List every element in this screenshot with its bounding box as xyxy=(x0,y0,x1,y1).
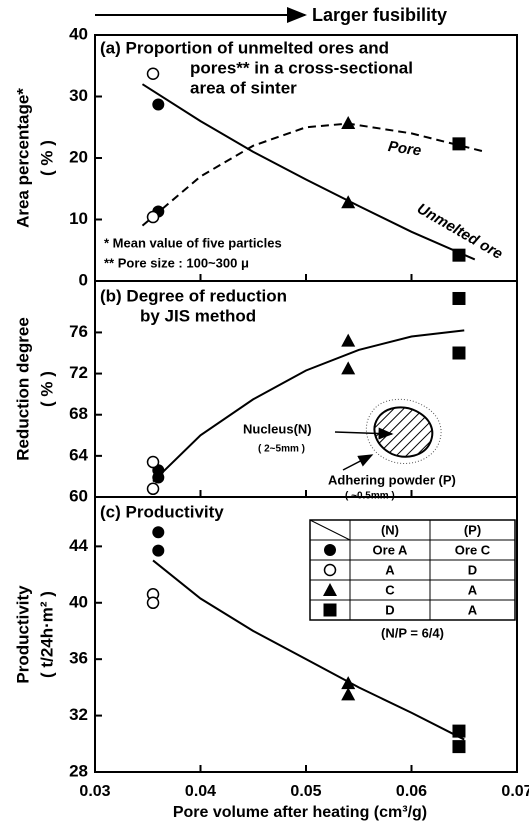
y-axis-label: ( % ) xyxy=(37,140,56,176)
y-tick-label: 68 xyxy=(69,404,88,423)
y-tick-label: 72 xyxy=(69,363,88,382)
fit-curve xyxy=(152,329,465,483)
point xyxy=(341,115,356,129)
x-tick-label: 0.03 xyxy=(79,783,110,800)
point xyxy=(146,482,160,496)
legend-header: (N) xyxy=(381,522,399,537)
point xyxy=(152,98,165,111)
point xyxy=(452,346,466,360)
point xyxy=(152,544,165,557)
y-axis-label: ( t/24h·m² ) xyxy=(37,591,56,678)
legend-marker xyxy=(323,563,337,577)
x-axis-label: Pore volume after heating (cm³/g) xyxy=(173,804,427,821)
y-axis-label: ( % ) xyxy=(37,371,56,407)
legend-cell: Ore A xyxy=(373,542,409,557)
legend-rule xyxy=(309,519,351,541)
y-tick-label: 64 xyxy=(69,445,88,464)
legend-table: (N) (P)Ore A Ore CA DC AD A(N/P = 6/4) xyxy=(309,519,516,640)
x-tick-label: 0.07 xyxy=(501,783,529,800)
y-tick-label: 10 xyxy=(69,209,88,228)
y-tick-label: 76 xyxy=(69,322,88,341)
point xyxy=(341,687,356,701)
panel-title: (b) Degree of reduction xyxy=(100,286,287,305)
y-axis-label: Reduction degree xyxy=(13,317,32,461)
y-tick-label: 40 xyxy=(69,592,88,611)
legend-marker xyxy=(324,544,336,556)
y-axis-label: Productivity xyxy=(13,585,32,684)
y-tick-label: 44 xyxy=(69,536,88,555)
annotation: Pore xyxy=(387,138,422,159)
panel-title: (a) Proportion of unmelted ores and xyxy=(100,38,389,57)
panel-title: area of sinter xyxy=(190,78,297,97)
y-tick-label: 60 xyxy=(69,486,88,505)
point xyxy=(452,291,466,305)
y-tick-label: 40 xyxy=(69,24,88,43)
inset-label: Nucleus(N) xyxy=(243,421,312,436)
y-tick-label: 30 xyxy=(69,86,88,105)
legend-marker xyxy=(323,583,337,596)
legend-cell: D xyxy=(468,562,477,577)
legend-cell: Ore C xyxy=(455,542,491,557)
legend-cell: A xyxy=(385,562,395,577)
point xyxy=(452,248,466,262)
y-tick-label: 20 xyxy=(69,147,88,166)
legend-cell: D xyxy=(385,602,394,617)
footnote: * Mean value of five particles xyxy=(104,235,282,250)
point xyxy=(341,361,356,375)
fit-curve xyxy=(141,122,486,227)
point xyxy=(452,137,466,151)
point xyxy=(341,676,356,690)
point xyxy=(146,596,160,610)
legend-cell: C xyxy=(385,582,395,597)
panel-title: by JIS method xyxy=(140,306,256,325)
inset-diagram xyxy=(334,398,442,471)
y-tick-label: 28 xyxy=(69,761,88,780)
y-tick-label: 36 xyxy=(69,649,88,668)
fit-curve xyxy=(141,83,476,261)
y-tick-label: 0 xyxy=(79,270,88,289)
point xyxy=(152,526,165,539)
x-tick-label: 0.05 xyxy=(290,783,321,800)
inset-label: Adhering powder (P) xyxy=(328,472,456,487)
point xyxy=(146,455,160,469)
y-tick-label: 32 xyxy=(69,705,88,724)
footnote: ** Pore size : 100~300 μ xyxy=(104,255,249,270)
point xyxy=(452,724,466,738)
point xyxy=(341,195,356,209)
legend-cell: A xyxy=(468,582,478,597)
panel-title: pores** in a cross-sectional xyxy=(190,58,413,77)
point xyxy=(146,210,160,224)
point xyxy=(152,471,165,484)
legend-cell: A xyxy=(468,602,478,617)
point xyxy=(146,67,160,80)
fit-curve xyxy=(152,559,465,741)
x-tick-label: 0.04 xyxy=(185,783,216,800)
point xyxy=(341,333,356,347)
legend-header: (P) xyxy=(464,522,481,537)
x-tick-label: 0.06 xyxy=(396,783,427,800)
point xyxy=(452,740,466,754)
top-note: Larger fusibility xyxy=(312,5,447,25)
inset-label: ( 2~5mm ) xyxy=(258,444,305,455)
legend-marker xyxy=(323,603,337,617)
panel-title: (c) Productivity xyxy=(100,502,224,521)
legend-note: (N/P = 6/4) xyxy=(381,625,444,640)
y-axis-label: Area percentage* xyxy=(13,88,32,228)
